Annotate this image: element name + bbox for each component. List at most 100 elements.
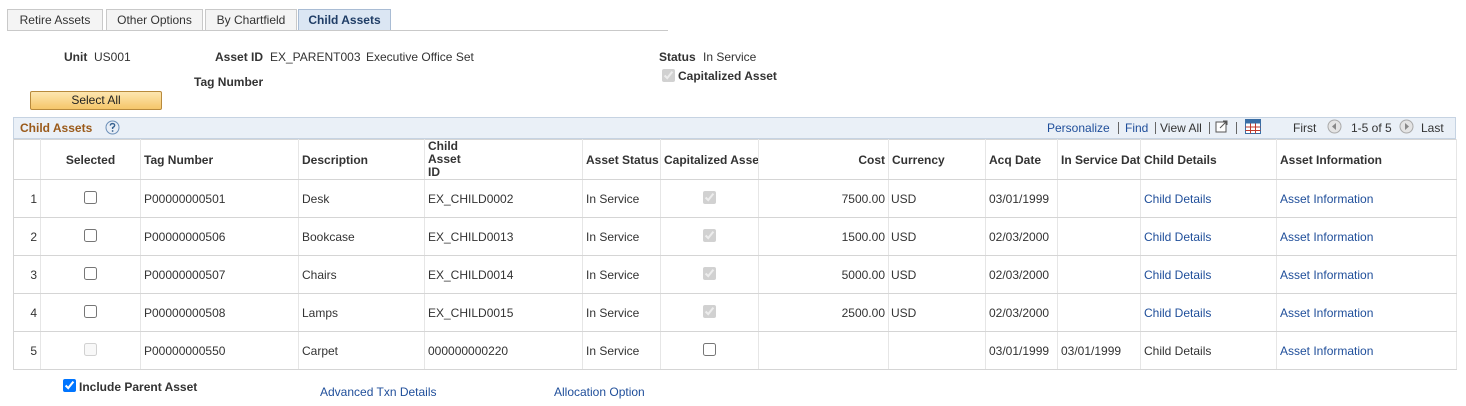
cell: 02/03/2000 (985, 293, 1058, 332)
currency: USD (891, 267, 917, 282)
capitalized-label: Capitalized Asset (678, 69, 777, 83)
asset-information-link[interactable]: Asset Information (1280, 343, 1374, 358)
tab[interactable]: By Chartfield (205, 9, 297, 30)
cell: P00000000506 (140, 217, 299, 256)
cost: 7500.00 (841, 191, 885, 206)
asset-id-label: Asset ID (215, 50, 264, 64)
acq-date: 03/01/1999 (989, 343, 1050, 358)
header-cell: In Service Date (1057, 139, 1141, 180)
include-parent-checkbox[interactable] (63, 379, 76, 392)
data-row: 2 P00000000506 Bookcase EX_CHILD0013 In Serv… (13, 217, 1457, 256)
cell (660, 179, 759, 218)
cell: Asset Information (1276, 331, 1457, 370)
capitalized-checkbox[interactable] (703, 342, 716, 356)
cell (888, 331, 986, 370)
cell: P00000000507 (140, 255, 299, 294)
status: In Service (586, 229, 640, 244)
next-button[interactable] (1399, 119, 1414, 134)
cell: 02/03/2000 (985, 217, 1058, 256)
tab[interactable]: Retire Assets (7, 9, 103, 30)
selected-checkbox[interactable] (84, 304, 97, 318)
tab[interactable]: Child Assets (298, 9, 391, 30)
child-details[interactable]: Child Details (1144, 191, 1212, 206)
row-range: 1-5 of 5 (1351, 121, 1392, 135)
advanced-txn-link[interactable]: Advanced Txn Details (320, 385, 437, 399)
header-cell: Asset Information (1276, 139, 1457, 180)
column-header: Selected (65, 152, 116, 167)
child-details[interactable]: Child Details (1144, 229, 1212, 244)
cell: 2 (13, 217, 41, 256)
column-header: Child Details (1144, 152, 1217, 167)
asset-information-link[interactable]: Asset Information (1280, 229, 1374, 244)
column-header: Currency (892, 152, 945, 167)
cell: 4 (13, 293, 41, 332)
capitalized-checkbox (662, 69, 675, 82)
cell: 02/03/2000 (985, 255, 1058, 294)
selected-checkbox[interactable] (84, 190, 97, 204)
asset-information-link[interactable]: Asset Information (1280, 267, 1374, 282)
child-details[interactable]: Child Details (1144, 267, 1212, 282)
description: Carpet (302, 343, 339, 358)
capitalized-checkbox (703, 304, 716, 318)
cell: 1 (13, 179, 41, 218)
cell (40, 331, 141, 370)
unit-label: Unit (64, 50, 88, 64)
personalize-link[interactable]: Personalize (1047, 121, 1110, 135)
cell: Asset Information (1276, 255, 1457, 294)
child-id: EX_CHILD0013 (428, 229, 514, 244)
column-header: Asset Status (586, 152, 659, 167)
status: In Service (586, 267, 640, 282)
cell (660, 293, 759, 332)
capitalized-checkbox (703, 190, 716, 204)
cell: P00000000501 (140, 179, 299, 218)
new-window-icon[interactable] (1215, 120, 1229, 133)
cell: In Service (582, 217, 661, 256)
help-icon[interactable] (105, 120, 120, 135)
header-cell: Currency (888, 139, 986, 180)
tab[interactable]: Other Options (106, 9, 203, 30)
child-id: EX_CHILD0014 (428, 267, 514, 282)
header-cell: Description (298, 139, 425, 180)
download-icon[interactable] (1245, 119, 1261, 134)
child-id: EX_CHILD0015 (428, 305, 514, 320)
cost: 2500.00 (841, 305, 885, 320)
acq-date: 02/03/2000 (989, 229, 1050, 244)
find-link[interactable]: Find (1125, 121, 1149, 135)
cell: Child Details (1140, 331, 1277, 370)
cell (40, 179, 141, 218)
allocation-link[interactable]: Allocation Option (554, 385, 645, 399)
status: In Service (586, 305, 640, 320)
selected-checkbox[interactable] (84, 266, 97, 280)
child-details: Child Details (1144, 343, 1212, 358)
cell: Carpet (298, 331, 425, 370)
select-all-button[interactable]: Select All (30, 91, 162, 110)
separator (1236, 122, 1237, 134)
header-cell: Child Details (1140, 139, 1277, 180)
cell (758, 331, 889, 370)
last-label: Last (1421, 121, 1444, 135)
tag: P00000000506 (144, 229, 226, 244)
data-row: 3 P00000000507 Chairs EX_CHILD0014 In Servic… (13, 255, 1457, 294)
asset-information-link[interactable]: Asset Information (1280, 191, 1374, 206)
row-number: 3 (30, 267, 37, 282)
tag: P00000000507 (144, 267, 226, 282)
cell: Child Details (1140, 179, 1277, 218)
data-row: 1 P00000000501 Desk EX_CHILD0002 In Service 7… (13, 179, 1457, 218)
selected-checkbox[interactable] (84, 228, 97, 242)
asset-description: Executive Office Set (366, 50, 474, 64)
cell (1057, 217, 1141, 256)
data-row: 4 P00000000508 Lamps EX_CHILD0015 In Service… (13, 293, 1457, 332)
acq-date: 02/03/2000 (989, 267, 1050, 282)
child-details[interactable]: Child Details (1144, 305, 1212, 320)
cell (40, 217, 141, 256)
currency: USD (891, 305, 917, 320)
currency: USD (891, 229, 917, 244)
cost: 1500.00 (841, 229, 885, 244)
previous-button[interactable] (1327, 119, 1342, 134)
cell: 03/01/1999 (1057, 331, 1141, 370)
cell: P00000000508 (140, 293, 299, 332)
asset-information-link[interactable]: Asset Information (1280, 305, 1374, 320)
description: Desk (302, 191, 330, 206)
cell: In Service (582, 179, 661, 218)
cell (1057, 179, 1141, 218)
